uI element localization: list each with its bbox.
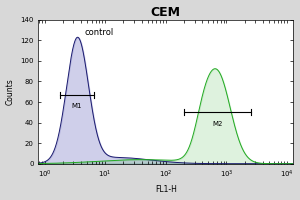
Text: control: control — [84, 28, 113, 37]
Text: M2: M2 — [212, 121, 223, 127]
Text: M1: M1 — [72, 103, 82, 109]
Y-axis label: Counts: Counts — [6, 78, 15, 105]
Title: CEM: CEM — [151, 6, 181, 19]
X-axis label: FL1-H: FL1-H — [155, 185, 177, 194]
